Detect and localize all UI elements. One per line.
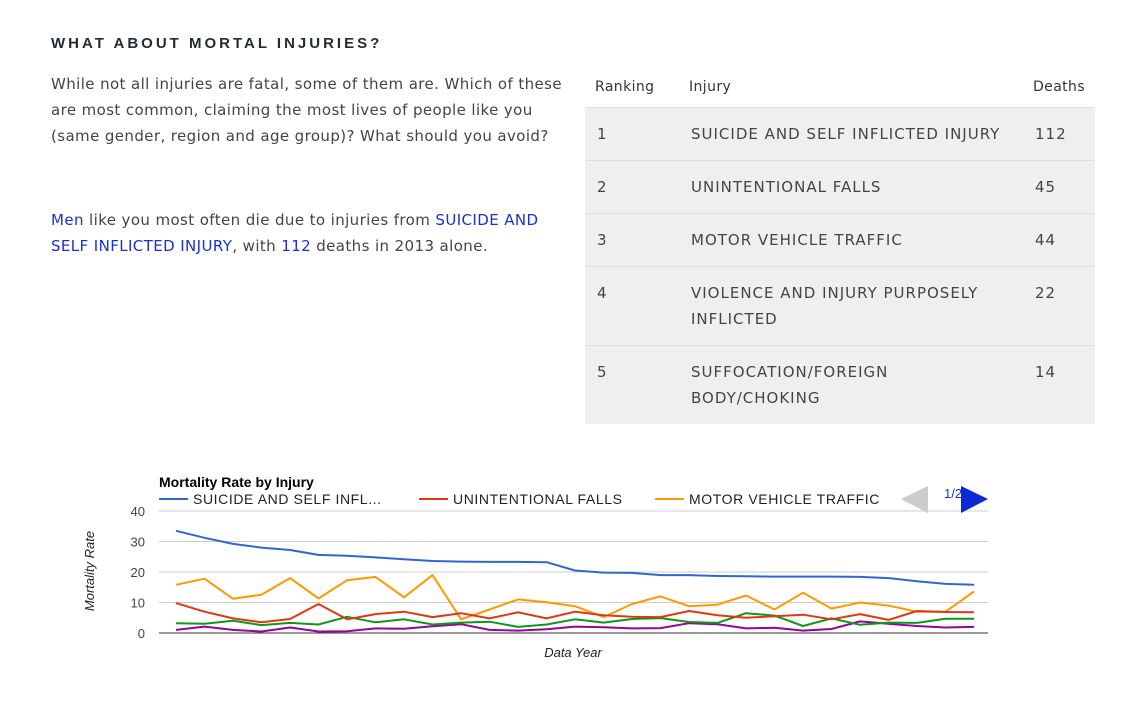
series-line	[175, 574, 975, 621]
y-axis-label: Mortality Rate	[82, 531, 97, 611]
row-rank: 4	[585, 266, 679, 346]
chart-grid	[159, 510, 988, 634]
y-tick-label: 40	[131, 504, 145, 519]
header-ranking: Ranking	[595, 79, 655, 95]
legend-label: MOTOR VEHICLE TRAFFIC	[689, 491, 880, 507]
intro-paragraph: While not all injuries are fatal, some o…	[51, 75, 562, 145]
summary-text-2: , with	[232, 237, 282, 255]
row-deaths: 44	[1029, 213, 1095, 267]
row-deaths: 14	[1029, 345, 1095, 424]
row-deaths: 22	[1029, 266, 1095, 346]
row-deaths: 112	[1029, 107, 1095, 161]
mortality-chart-svg: 0 10 20 30 40 Mortality Rate by Injury SUICI…	[82, 474, 988, 660]
series-line	[175, 529, 975, 586]
triangle-right-icon[interactable]	[961, 486, 988, 513]
row-deaths: 45	[1029, 160, 1095, 214]
table-header-row: Ranking Injury Deaths	[585, 67, 1095, 108]
row-rank: 2	[585, 160, 679, 214]
y-tick-label: 10	[131, 596, 145, 611]
legend-label: UNINTENTIONAL FALLS	[453, 491, 623, 507]
summary-paragraph: Men like you most often die due to injur…	[51, 207, 571, 259]
header-deaths: Deaths	[1033, 79, 1086, 95]
row-injury: MOTOR VEHICLE TRAFFIC	[679, 213, 1029, 267]
row-injury: SUFFOCATION/FOREIGN BODY/CHOKING	[679, 345, 1029, 424]
series-line	[175, 602, 975, 624]
legend-next-button[interactable]	[961, 486, 988, 513]
row-rank: 1	[585, 107, 679, 161]
legend-prev-arrow[interactable]	[901, 486, 928, 513]
y-tick-label: 0	[138, 626, 145, 641]
row-rank: 3	[585, 213, 679, 267]
section-heading: WHAT ABOUT MORTAL INJURIES?	[51, 35, 383, 52]
chart-series-lines	[175, 529, 975, 633]
table-row: 4 VIOLENCE AND INJURY PURPOSELY INFLICTE…	[585, 266, 1095, 346]
table-row: 1 SUICIDE AND SELF INFLICTED INJURY 112	[585, 107, 1095, 161]
table-row: 5 SUFFOCATION/FOREIGN BODY/CHOKING 14	[585, 345, 1095, 424]
series-line	[175, 612, 974, 628]
mortality-chart: 0 10 20 30 40 Mortality Rate by Injury SUICI…	[70, 468, 1000, 668]
row-rank: 5	[585, 345, 679, 424]
injury-ranking-table: Ranking Injury Deaths 1 SUICIDE AND SELF…	[585, 67, 1095, 424]
y-tick-label: 30	[131, 535, 145, 550]
gender-highlight: Men	[51, 211, 84, 229]
legend-prev-button[interactable]	[901, 486, 928, 513]
summary-text-1: like you most often die due to injuries …	[83, 211, 436, 229]
top-injury-highlight: SUICIDE AND SELF INFLICTED INJURY	[51, 211, 539, 255]
y-tick-labels: 0 10 20 30 40	[131, 504, 145, 641]
table-row: 3 MOTOR VEHICLE TRAFFIC 44	[585, 213, 1095, 267]
summary-text-3: deaths in 2013 alone.	[311, 237, 488, 255]
chart-legend: SUICIDE AND SELF INFL... UNINTENTIONAL FA…	[159, 491, 880, 507]
row-injury: UNINTENTIONAL FALLS	[679, 160, 1029, 214]
header-injury: Injury	[689, 79, 732, 95]
legend-label: SUICIDE AND SELF INFL...	[193, 491, 382, 507]
series-line	[175, 620, 975, 633]
chart-title: Mortality Rate by Injury	[159, 474, 314, 490]
row-injury: SUICIDE AND SELF INFLICTED INJURY	[679, 107, 1029, 161]
legend-page-indicator: 1/2	[944, 486, 962, 501]
x-axis-label: Data Year	[544, 645, 602, 660]
deaths-highlight: 112	[281, 237, 312, 255]
y-tick-label: 20	[131, 565, 145, 580]
row-injury: VIOLENCE AND INJURY PURPOSELY INFLICTED	[679, 266, 1029, 346]
table-row: 2 UNINTENTIONAL FALLS 45	[585, 160, 1095, 214]
